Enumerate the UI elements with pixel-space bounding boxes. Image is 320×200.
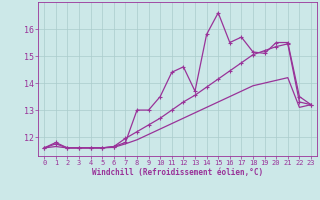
X-axis label: Windchill (Refroidissement éolien,°C): Windchill (Refroidissement éolien,°C): [92, 168, 263, 177]
